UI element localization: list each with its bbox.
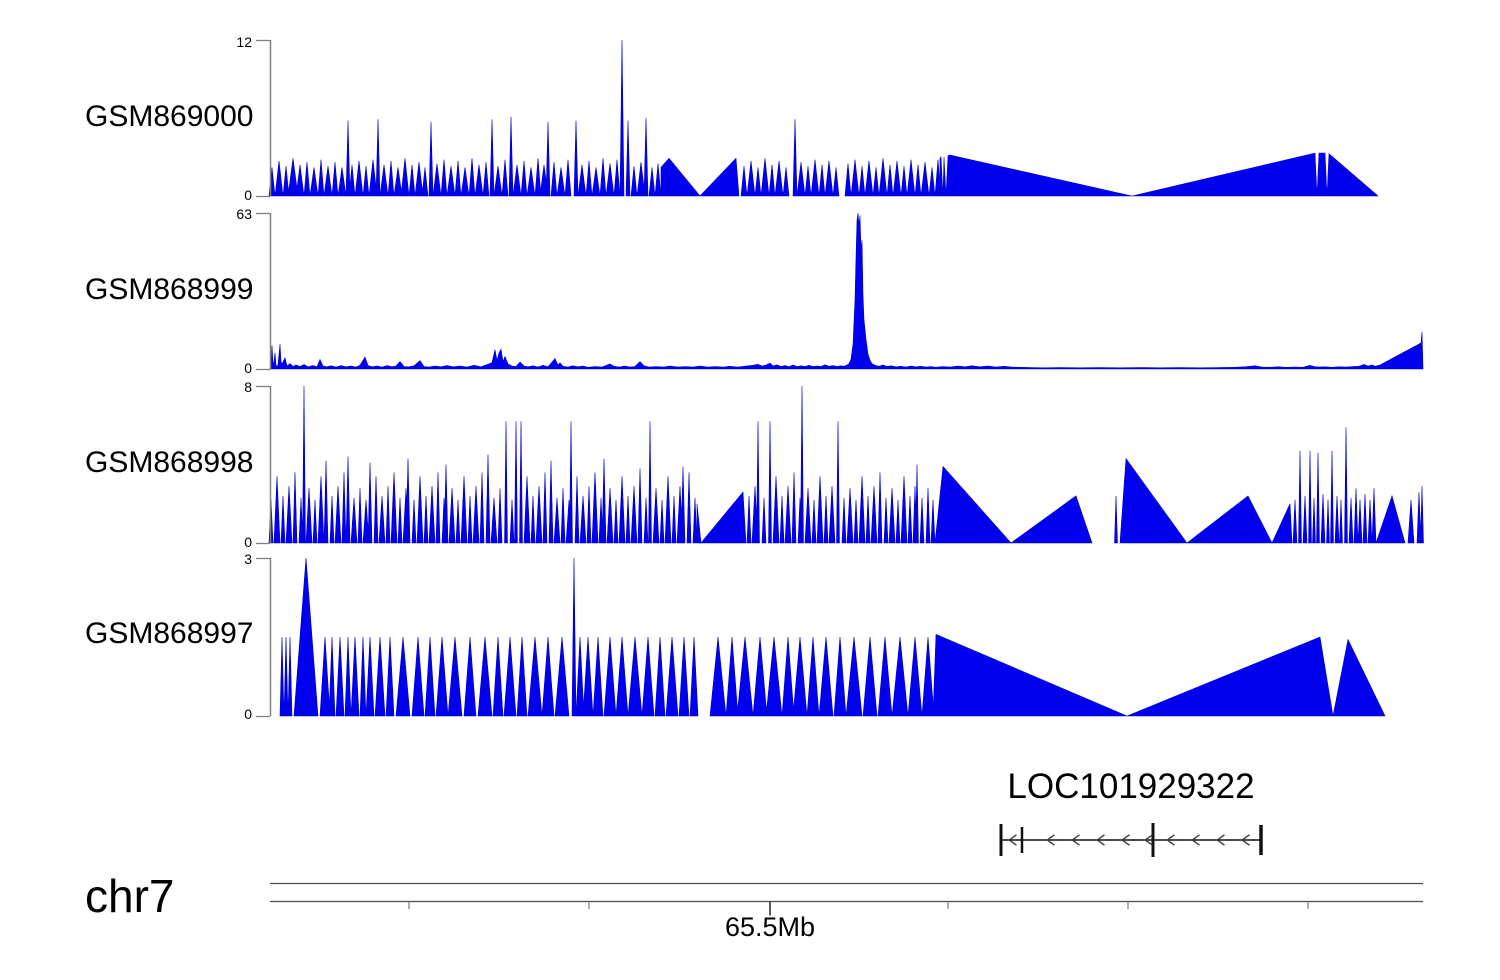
yaxis-max-track1: 12 bbox=[236, 34, 252, 50]
track-area-gsm868999 bbox=[269, 212, 1424, 370]
track-label-gsm868997: GSM868997 bbox=[85, 617, 254, 650]
gene-strand-arrow-left bbox=[1045, 834, 1055, 846]
yaxis-max-track4: 3 bbox=[244, 551, 252, 567]
gene-strand-arrow-left bbox=[1120, 834, 1130, 846]
track-label-gsm868998: GSM868998 bbox=[85, 446, 254, 479]
track-label-gsm869000: GSM869000 bbox=[85, 100, 254, 133]
gene-strand-arrow-left bbox=[1215, 834, 1225, 846]
track-label-gsm868999: GSM868999 bbox=[85, 273, 254, 306]
chromosome-label: chr7 bbox=[85, 870, 175, 922]
track-area-gsm868998 bbox=[268, 385, 1424, 544]
track-area-gsm869000 bbox=[268, 39, 1379, 197]
yaxis-max-track2: 63 bbox=[236, 206, 252, 222]
gene-name-label: LOC101929322 bbox=[1007, 767, 1255, 806]
gene-strand-arrow-left bbox=[1095, 834, 1105, 846]
yaxis-min-track2: 0 bbox=[244, 360, 252, 376]
ruler-tick-label: 65.5Mb bbox=[724, 912, 816, 942]
gene-strand-arrow-left bbox=[1070, 834, 1080, 846]
gene-strand-arrow-left bbox=[1143, 834, 1153, 846]
yaxis-min-track3: 0 bbox=[244, 534, 252, 550]
gene-strand-arrow-left bbox=[1007, 834, 1017, 846]
gene-strand-arrow-left bbox=[1165, 834, 1175, 846]
yaxis-min-track1: 0 bbox=[244, 187, 252, 203]
yaxis-max-track3: 8 bbox=[244, 379, 252, 395]
yaxis-min-track4: 0 bbox=[244, 706, 252, 722]
gene-strand-arrow-left bbox=[1240, 834, 1250, 846]
gene-strand-arrow-left bbox=[1190, 834, 1200, 846]
track-area-gsm868997 bbox=[279, 557, 1386, 717]
